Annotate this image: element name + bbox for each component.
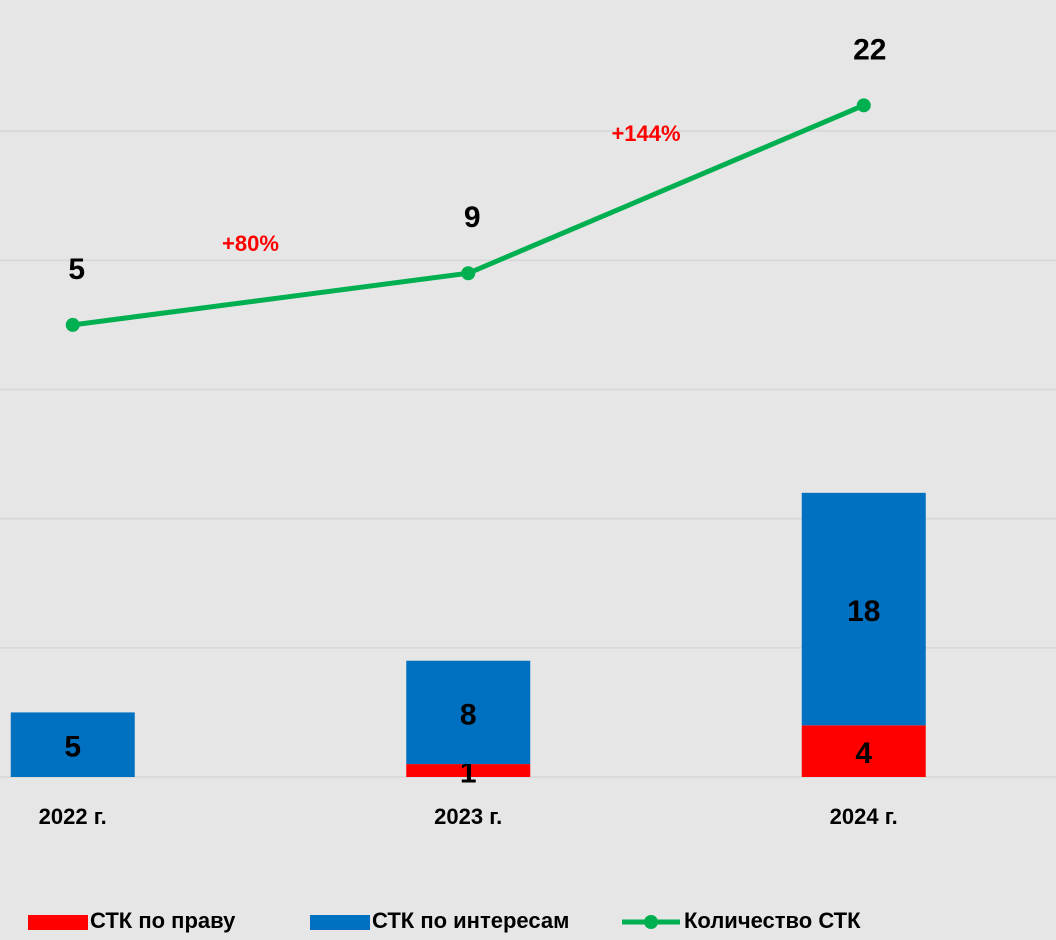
legend-marker — [644, 915, 658, 929]
x-tick-label: 2022 г. — [39, 804, 107, 829]
bar-segment — [10, 712, 135, 777]
line-marker — [65, 317, 80, 332]
legend-label: СТК по интересам — [372, 908, 569, 933]
line-marker — [856, 98, 871, 113]
x-tick-label: 2023 г. — [434, 804, 502, 829]
legend-label: Количество СТК — [684, 908, 861, 933]
bar-segment — [801, 725, 926, 777]
bar-segment — [406, 660, 531, 765]
bar-value-label: 18 — [847, 595, 880, 628]
bar-segment — [406, 764, 531, 777]
x-tick-label: 2024 г. — [830, 804, 898, 829]
bar-value-label: 8 — [460, 698, 477, 731]
bar-segment — [801, 492, 926, 726]
bar-value-label: 4 — [855, 737, 872, 770]
bar-value-label: 5 — [64, 731, 81, 764]
growth-annotation: +80% — [222, 231, 279, 256]
bar-value-label: 1 — [460, 756, 477, 789]
line-value-label: 9 — [464, 201, 481, 234]
line-value-label: 5 — [68, 253, 85, 286]
line-value-label: 22 — [853, 33, 886, 66]
line-marker — [461, 266, 476, 281]
legend-swatch — [310, 915, 370, 930]
legend-swatch — [28, 915, 88, 930]
legend-label: СТК по праву — [90, 908, 236, 933]
growth-annotation: +144% — [611, 121, 680, 146]
